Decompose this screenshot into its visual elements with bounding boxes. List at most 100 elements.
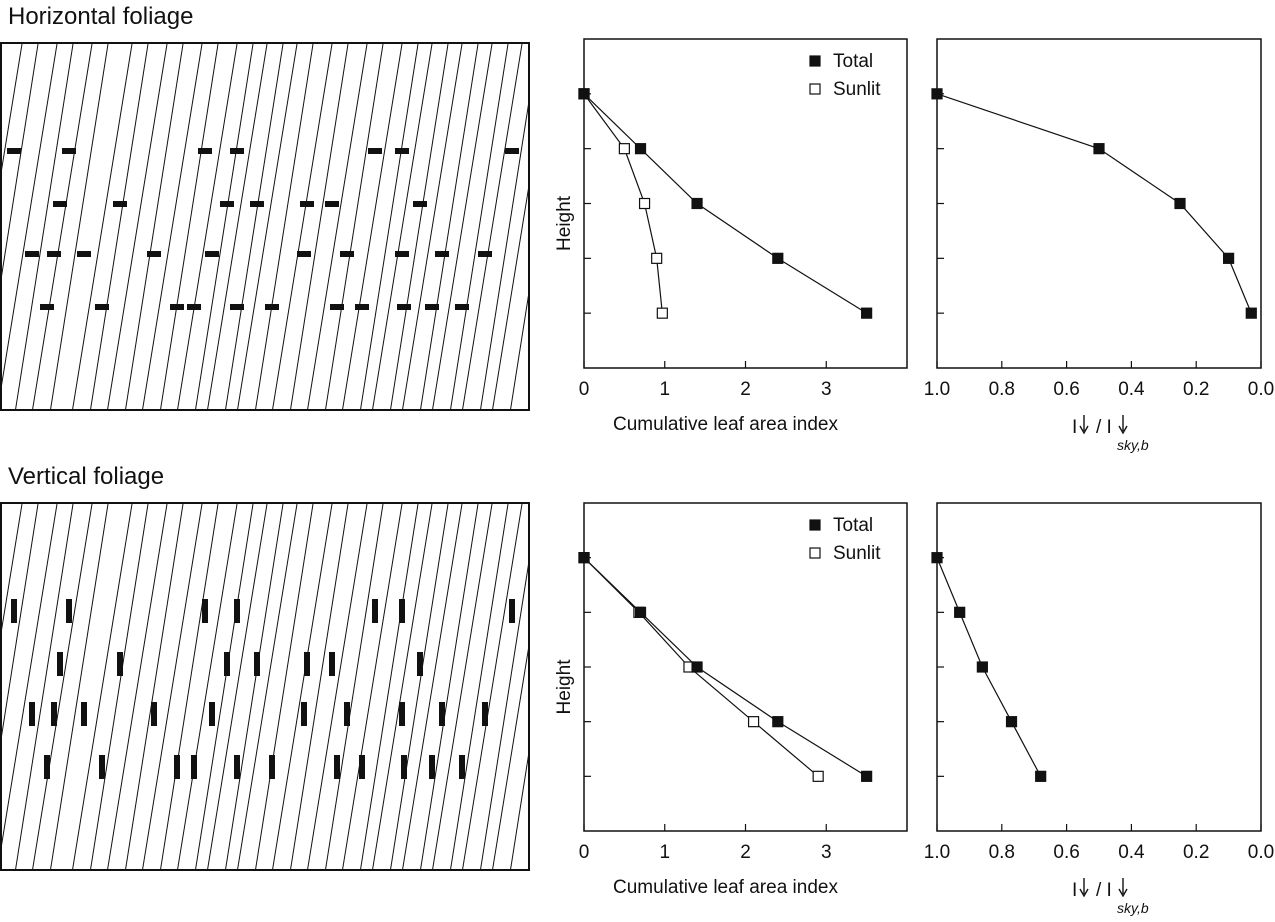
leaf-vertical <box>51 702 57 726</box>
leaf-horizontal <box>413 201 427 207</box>
leaf-horizontal <box>147 251 161 257</box>
leaf-horizontal <box>62 148 76 154</box>
leaf-vertical <box>224 652 230 676</box>
leaf-horizontal <box>478 251 492 257</box>
y-axis-label: Height <box>554 195 575 251</box>
leaf-horizontal <box>220 201 234 207</box>
leaf-horizontal <box>330 304 344 310</box>
leaf-vertical <box>417 652 423 676</box>
x-tick-label: 0.0 <box>1248 379 1274 400</box>
x-tick-label: 0.8 <box>989 842 1015 863</box>
leaf-horizontal <box>230 304 244 310</box>
leaf-vertical <box>81 702 87 726</box>
marker-filled-square <box>634 606 647 618</box>
sun-ray-line <box>237 44 298 409</box>
leaf-vertical <box>117 652 123 676</box>
marker-filled-square <box>691 661 703 673</box>
sun-ray-line <box>450 504 509 869</box>
leaf-vertical <box>359 755 365 779</box>
sky-fraction-plot-horizontal: 1.0 0.8 0.6 0.4 0.2 0.0 I / I sky,b <box>924 38 1274 453</box>
legend-marker <box>809 547 821 559</box>
leaf-horizontal <box>53 201 67 207</box>
leaf-vertical <box>399 702 405 726</box>
sun-ray-line <box>402 44 463 409</box>
marker-filled-square <box>931 88 943 100</box>
leaf-horizontal <box>40 304 54 310</box>
x-axis-label-subscript: sky,b <box>1117 437 1149 453</box>
sun-ray-line <box>402 504 463 869</box>
sun-ray-line <box>177 44 238 409</box>
x-tick-label: 0.2 <box>1183 842 1209 863</box>
x-tick-label: 0.8 <box>989 379 1015 400</box>
sun-ray-line <box>207 504 268 869</box>
horizontal-foliage-title: Horizontal foliage <box>8 3 194 30</box>
leaf-vertical <box>439 702 445 726</box>
lai-plot-horizontal: 0 1 2 3 Cumulative leaf area index Height Tota… <box>554 38 908 435</box>
x-tick-label: 0.6 <box>1053 379 1079 400</box>
horizontal-foliage-diagram <box>0 42 530 411</box>
sky-fraction-plot-vertical: 1.0 0.8 0.6 0.4 0.2 0.0 I / I sky,b <box>924 502 1274 916</box>
leaf-horizontal <box>435 251 449 257</box>
marker-open-square <box>618 143 630 155</box>
marker-filled-square <box>1174 197 1186 210</box>
vertical-canopy-svg <box>2 504 528 869</box>
leaf-horizontal <box>198 148 212 154</box>
x-tick-label: 0.4 <box>1118 379 1145 400</box>
sun-ray-line <box>107 504 168 869</box>
leaf-vertical <box>151 702 157 726</box>
sun-ray-line <box>125 504 184 869</box>
leaf-horizontal <box>170 304 184 310</box>
sun-ray-line <box>450 44 509 409</box>
leaf-vertical <box>399 599 405 623</box>
leaf-vertical <box>329 652 335 676</box>
sun-ray-line <box>255 44 314 409</box>
sun-ray-line <box>2 44 23 171</box>
leaf-vertical <box>57 652 63 676</box>
sun-ray-line <box>420 44 479 409</box>
leaf-vertical <box>174 755 180 779</box>
sun-ray-line <box>480 564 528 869</box>
marker-open-square <box>638 197 651 210</box>
x-axis-label-part: I <box>1072 880 1077 901</box>
leaf-vertical <box>482 702 488 726</box>
x-axis-label: I / I sky,b <box>1072 878 1149 916</box>
down-arrow-icon <box>1118 888 1128 898</box>
x-tick-label: 2 <box>740 842 751 863</box>
marker-filled-square <box>1223 252 1235 264</box>
leaf-vertical <box>304 652 310 676</box>
sun-ray-line <box>325 504 384 869</box>
sun-ray-line <box>142 44 203 409</box>
sun-ray-line <box>462 504 523 869</box>
sun-ray-line <box>290 44 349 409</box>
marker-filled-square <box>772 716 784 728</box>
x-axis-label-part: / I <box>1096 417 1112 438</box>
legend-marker <box>809 519 821 531</box>
sun-ray-line <box>2 504 58 846</box>
sun-ray-line <box>207 44 268 409</box>
legend-label: Sunlit <box>833 543 881 564</box>
x-tick-label: 1 <box>659 842 670 863</box>
leaf-horizontal <box>340 251 354 257</box>
x-tick-label: 0 <box>579 842 590 863</box>
x-axis-label: Cumulative leaf area index <box>613 414 838 435</box>
leaf-horizontal <box>300 201 314 207</box>
sun-ray-line <box>480 104 528 409</box>
leaf-horizontal <box>395 148 409 154</box>
x-axis-label: I / I sky,b <box>1072 415 1149 453</box>
x-axis-label-subscript: sky,b <box>1117 900 1149 916</box>
legend-marker <box>809 83 821 95</box>
vertical-foliage-diagram <box>0 502 530 871</box>
sun-ray-line <box>390 504 449 869</box>
legend-label: Total <box>833 515 873 536</box>
leaf-horizontal <box>355 304 369 310</box>
marker-filled-square <box>1035 770 1047 782</box>
leaf-vertical <box>66 599 72 623</box>
leaf-vertical <box>29 702 35 726</box>
sun-ray-line <box>32 504 93 869</box>
leaf-vertical <box>334 755 340 779</box>
marker-filled-square <box>976 661 988 673</box>
sun-ray-line <box>2 44 39 277</box>
x-tick-label: 0.4 <box>1118 842 1145 863</box>
marker-open-square <box>747 716 760 728</box>
sun-ray-line <box>237 504 298 869</box>
